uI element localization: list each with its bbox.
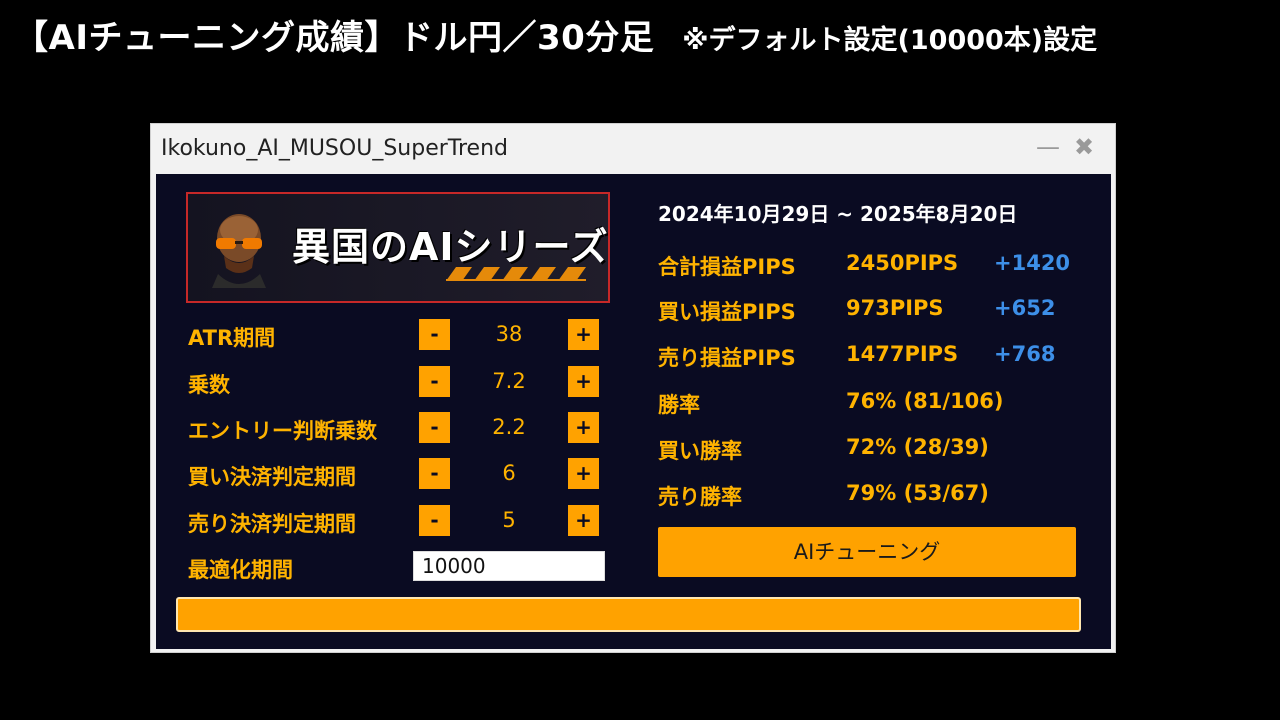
result-row-win-rate: 勝率 76% (81/106) (658, 385, 1078, 419)
param-value: 5 (502, 508, 516, 532)
increment-button[interactable]: + (568, 366, 599, 397)
close-button[interactable]: ✖ (1073, 133, 1095, 161)
decrement-button[interactable]: - (419, 412, 450, 443)
param-value: 2.2 (492, 415, 526, 439)
decrement-button[interactable]: - (419, 366, 450, 397)
stripe-decoration (446, 267, 586, 281)
decrement-button[interactable]: - (419, 319, 450, 350)
result-value: 79% (53/67) (846, 481, 989, 505)
optimize-period-input[interactable] (413, 551, 605, 581)
param-value: 38 (495, 322, 523, 346)
increment-button[interactable]: + (568, 458, 599, 489)
param-label: ATR期間 (188, 326, 276, 350)
result-row-sell-pips: 売り損益PIPS 1477PIPS +768 (658, 338, 1078, 372)
banner-title: 異国のAIシリーズ (292, 225, 609, 269)
decrement-button[interactable]: - (419, 458, 450, 489)
param-label: 乗数 (188, 373, 230, 397)
minimize-button[interactable]: — (1036, 133, 1060, 161)
result-delta: +1420 (994, 251, 1071, 275)
ea-window: Ikokuno_AI_MUSOU_SuperTrend — ✖ 異国のAIシリー… (150, 123, 1116, 653)
date-range: 2024年10月29日 ~ 2025年8月20日 (658, 202, 1018, 226)
settings-panel: 異国のAIシリーズ ATR期間 - 38 + 乗数 - 7.2 + エントリー判… (156, 174, 1111, 649)
window-titlebar[interactable]: Ikokuno_AI_MUSOU_SuperTrend — ✖ (151, 124, 1115, 174)
headline-note: ※デフォルト設定(10000本)設定 (682, 25, 1098, 56)
increment-button[interactable]: + (568, 319, 599, 350)
window-title: Ikokuno_AI_MUSOU_SuperTrend (161, 136, 508, 161)
param-row-atr-period: ATR期間 - 38 + (188, 318, 608, 352)
result-row-buy-win-rate: 買い勝率 72% (28/39) (658, 431, 1078, 465)
param-value: 7.2 (492, 369, 526, 393)
ai-tuning-button[interactable]: AIチューニング (658, 527, 1076, 577)
param-label: 売り決済判定期間 (188, 512, 356, 536)
result-value: 72% (28/39) (846, 435, 989, 459)
result-row-total-pips: 合計損益PIPS 2450PIPS +1420 (658, 247, 1078, 281)
increment-button[interactable]: + (568, 412, 599, 443)
param-label: 買い決済判定期間 (188, 465, 356, 489)
result-delta: +768 (994, 342, 1056, 366)
param-row-sell-exit-period: 売り決済判定期間 - 5 + (188, 504, 608, 538)
result-label: 売り勝率 (658, 485, 742, 509)
param-row-buy-exit-period: 買い決済判定期間 - 6 + (188, 457, 608, 491)
param-label: エントリー判断乗数 (188, 419, 377, 443)
result-value: 2450PIPS (846, 251, 959, 275)
result-delta: +652 (994, 296, 1056, 320)
page-headline: 【AIチューニング成績】ドル円／30分足 ※デフォルト設定(10000本)設定 (14, 10, 1097, 60)
result-row-buy-pips: 買い損益PIPS 973PIPS +652 (658, 292, 1078, 326)
result-label: 買い損益PIPS (658, 300, 796, 324)
result-value: 76% (81/106) (846, 389, 1004, 413)
param-row-optimize-period: 最適化期間 (188, 550, 608, 584)
param-label: 最適化期間 (188, 558, 293, 582)
result-label: 勝率 (658, 393, 700, 417)
param-row-entry-multiplier: エントリー判断乗数 - 2.2 + (188, 411, 608, 445)
result-label: 売り損益PIPS (658, 346, 796, 370)
result-value: 1477PIPS (846, 342, 959, 366)
result-value: 973PIPS (846, 296, 944, 320)
param-value: 6 (502, 461, 516, 485)
decrement-button[interactable]: - (419, 505, 450, 536)
param-row-multiplier: 乗数 - 7.2 + (188, 365, 608, 399)
increment-button[interactable]: + (568, 505, 599, 536)
result-label: 買い勝率 (658, 439, 742, 463)
result-row-sell-win-rate: 売り勝率 79% (53/67) (658, 477, 1078, 511)
bald-man-with-sunglasses-avatar (212, 214, 266, 288)
result-label: 合計損益PIPS (658, 255, 796, 279)
ai-series-banner: 異国のAIシリーズ (186, 192, 610, 303)
progress-bar (176, 597, 1081, 632)
headline-title: 【AIチューニング成績】ドル円／30分足 (14, 18, 655, 58)
